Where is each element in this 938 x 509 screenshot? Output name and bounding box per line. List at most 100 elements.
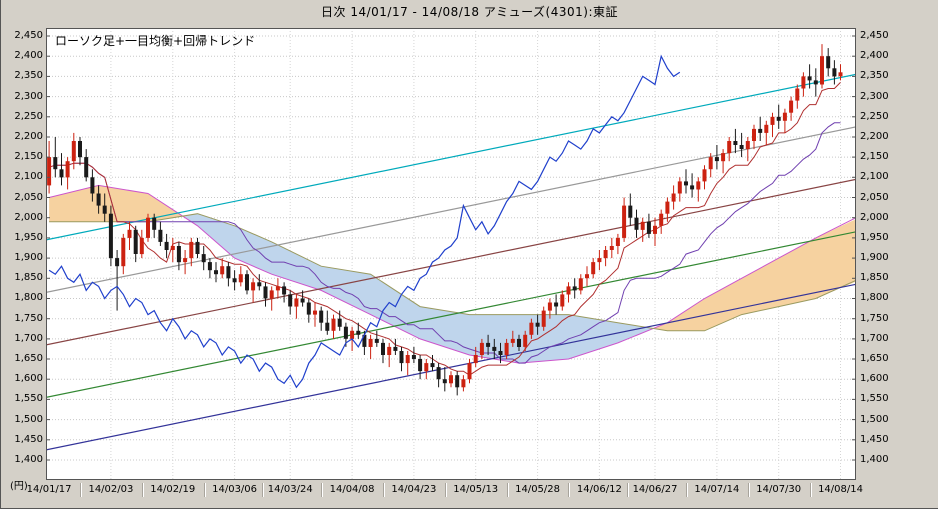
candle [795, 88, 800, 101]
regression-lower-1 [46, 231, 856, 398]
regression-center [46, 178, 856, 346]
y-tick-label: 2,400 [860, 50, 889, 62]
candle [306, 302, 311, 315]
y-tick-label: 1,850 [14, 272, 43, 284]
y-tick-label: 2,000 [14, 211, 43, 223]
candle [288, 294, 293, 307]
candle [634, 217, 639, 230]
candle [615, 237, 620, 246]
y-tick-label: 1,900 [860, 252, 889, 264]
candle [696, 181, 701, 190]
candle [504, 342, 509, 355]
candle [47, 157, 52, 186]
x-tick-label: 14/08/14 [818, 484, 863, 495]
candles-layer [47, 44, 843, 396]
candle [461, 379, 466, 388]
x-tick-label: 14/05/28 [515, 484, 561, 495]
candle [405, 355, 410, 364]
candle [71, 141, 76, 162]
y-tick-label: 1,750 [14, 312, 43, 324]
candle [789, 100, 794, 113]
y-tick-label: 1,850 [860, 272, 889, 284]
chikou-line [48, 54, 681, 389]
y-tick-label: 2,050 [860, 191, 889, 203]
y-tick-label: 2,100 [860, 171, 889, 183]
y-tick-label: 2,450 [14, 30, 43, 41]
candle [442, 379, 447, 384]
axis-ticks [46, 35, 856, 461]
y-tick-label: 2,300 [860, 90, 889, 102]
candle [362, 334, 367, 347]
candle [313, 310, 317, 315]
candle [739, 145, 744, 149]
candle [708, 157, 713, 170]
y-tick-label: 1,650 [860, 353, 889, 365]
x-axis-separator [80, 483, 81, 497]
candle [176, 246, 181, 263]
candle [640, 221, 645, 230]
x-axis-separator [142, 483, 143, 497]
candle [424, 363, 429, 372]
candle [677, 181, 682, 194]
x-tick-label: 14/06/27 [632, 484, 678, 495]
candle [541, 310, 546, 327]
candle [554, 302, 559, 307]
plot-background [46, 28, 856, 480]
x-axis-separator [204, 483, 205, 497]
y-tick-label: 1,500 [14, 413, 43, 425]
candle [603, 250, 608, 259]
candle [78, 141, 82, 158]
y-tick-label: 1,800 [860, 292, 889, 304]
x-tick-label: 14/04/23 [391, 484, 437, 495]
candle [245, 274, 249, 291]
candle [752, 128, 756, 141]
candle [764, 124, 769, 133]
y-tick-label: 1,900 [14, 252, 43, 264]
candle [813, 80, 818, 85]
candle [782, 112, 787, 121]
x-axis-separator [383, 483, 384, 497]
candle [164, 241, 169, 250]
candle [671, 193, 676, 202]
candle [646, 221, 651, 234]
candle [510, 338, 515, 343]
candle [195, 241, 200, 254]
candle [523, 334, 528, 347]
candle [727, 141, 732, 154]
candle [387, 346, 392, 355]
y-tick-label: 1,750 [860, 312, 889, 324]
candle [591, 262, 596, 275]
y-tick-label: 1,600 [14, 373, 43, 385]
y-tick-label: 1,450 [860, 433, 889, 445]
price-plot[interactable] [46, 28, 856, 480]
candle [201, 254, 206, 263]
candle [690, 185, 695, 190]
candle [238, 274, 243, 283]
candle [492, 346, 497, 351]
y-tick-label: 1,700 [860, 332, 889, 344]
candle [337, 318, 342, 327]
candle [319, 310, 324, 323]
regression-upper-1 [46, 126, 856, 293]
x-axis-separator [445, 483, 446, 497]
candle [758, 128, 763, 133]
candle [467, 363, 472, 380]
candle [733, 141, 738, 145]
y-tick-label: 1,550 [860, 393, 889, 405]
x-axis-separator [627, 483, 628, 497]
y-tick-label: 1,450 [14, 433, 43, 445]
y-tick-label: 2,200 [860, 130, 889, 142]
candle [807, 76, 812, 81]
candle [381, 342, 385, 355]
candle [832, 68, 837, 77]
candle [770, 116, 775, 125]
y-tick-label: 1,800 [14, 292, 43, 304]
candle [566, 286, 571, 295]
candle [96, 193, 101, 206]
candle [578, 278, 583, 291]
y-tick-label: 2,250 [860, 110, 889, 122]
candle [183, 258, 188, 263]
candle [368, 338, 373, 347]
y-tick-label: 2,000 [860, 211, 889, 223]
